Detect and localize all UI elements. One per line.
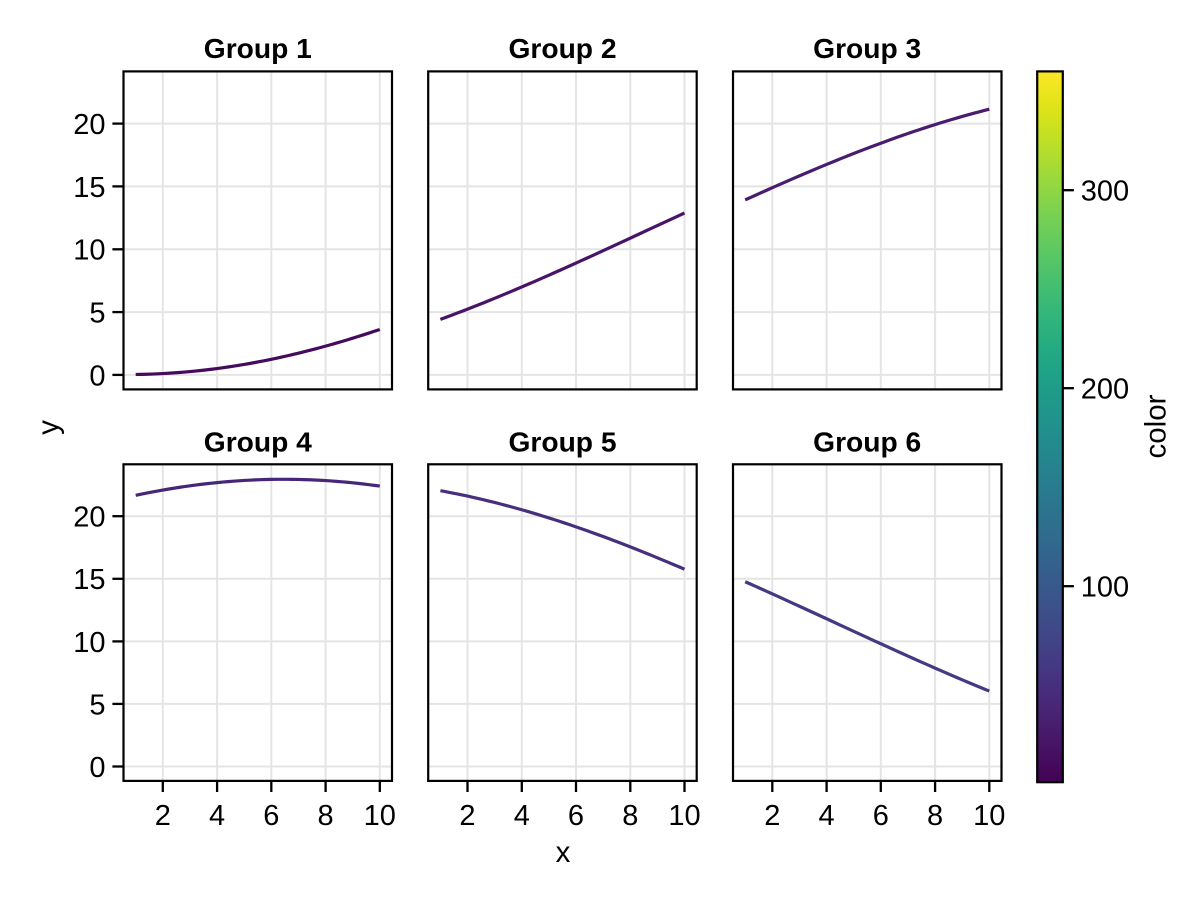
svg-text:Group 1: Group 1 — [204, 32, 312, 64]
svg-text:5: 5 — [89, 689, 105, 721]
svg-text:5: 5 — [89, 298, 105, 330]
svg-text:Group 3: Group 3 — [813, 32, 921, 64]
svg-text:10: 10 — [73, 235, 105, 267]
svg-text:10: 10 — [973, 800, 1005, 832]
svg-text:6: 6 — [263, 800, 279, 832]
svg-text:300: 300 — [1081, 176, 1129, 208]
svg-text:15: 15 — [73, 564, 105, 596]
svg-text:0: 0 — [89, 752, 105, 784]
svg-text:4: 4 — [819, 800, 835, 832]
svg-text:Group 5: Group 5 — [508, 425, 616, 457]
svg-text:Group 6: Group 6 — [813, 425, 921, 457]
svg-text:8: 8 — [927, 800, 943, 832]
svg-text:100: 100 — [1081, 572, 1129, 604]
svg-text:10: 10 — [73, 627, 105, 659]
svg-text:15: 15 — [73, 172, 105, 204]
svg-text:20: 20 — [73, 502, 105, 534]
svg-text:2: 2 — [764, 800, 780, 832]
svg-text:x: x — [556, 836, 571, 869]
svg-text:10: 10 — [668, 800, 700, 832]
svg-text:2: 2 — [155, 800, 171, 832]
svg-text:Group 2: Group 2 — [508, 32, 616, 64]
svg-text:6: 6 — [568, 800, 584, 832]
svg-text:4: 4 — [209, 800, 225, 832]
svg-text:color: color — [1140, 394, 1173, 458]
svg-text:20: 20 — [73, 109, 105, 141]
svg-text:0: 0 — [89, 360, 105, 392]
svg-text:8: 8 — [318, 800, 334, 832]
svg-text:10: 10 — [364, 800, 396, 832]
svg-text:6: 6 — [873, 800, 889, 832]
svg-text:4: 4 — [514, 800, 530, 832]
svg-text:2: 2 — [459, 800, 475, 832]
svg-text:8: 8 — [622, 800, 638, 832]
svg-text:Group 4: Group 4 — [204, 425, 312, 457]
svg-text:200: 200 — [1081, 374, 1129, 406]
svg-text:y: y — [32, 420, 65, 435]
